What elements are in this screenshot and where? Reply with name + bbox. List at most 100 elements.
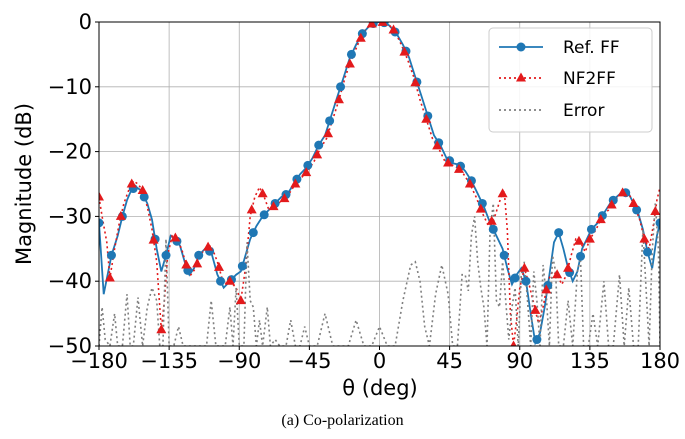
series-nf2ff-point bbox=[639, 233, 650, 243]
series-nf2ff-point bbox=[617, 187, 628, 197]
chart: −180 −135 −90 −45 0 45 90 135 180 0 −10 −20 −30 −40 −… bbox=[12, 10, 680, 400]
series-ref-ff-point bbox=[632, 205, 642, 215]
series-ref-ff-point bbox=[325, 116, 335, 126]
series-nf2ff-point bbox=[268, 201, 279, 211]
series-nf2ff-point bbox=[541, 284, 552, 294]
series-nf2ff-point bbox=[99, 191, 104, 201]
y-axis-label: Magnitude (dB) bbox=[12, 103, 36, 265]
series-nf2ff-point bbox=[443, 157, 454, 167]
series-nf2ff-point bbox=[399, 46, 410, 56]
marker-layer bbox=[99, 22, 660, 346]
legend-box bbox=[488, 27, 653, 133]
series-nf2ff-point bbox=[213, 261, 224, 271]
series-nf2ff-point bbox=[475, 203, 486, 213]
series-nf2ff-point bbox=[650, 206, 660, 216]
series-ref-ff-point bbox=[139, 192, 149, 202]
x-tick-label: −135 bbox=[140, 349, 198, 373]
series-ref-ff-point bbox=[237, 261, 247, 271]
series-ref-ff-point bbox=[499, 250, 509, 260]
x-tick-label: −45 bbox=[287, 349, 331, 373]
series-ref-ff-point bbox=[576, 251, 586, 261]
series-nf2ff-point bbox=[563, 262, 574, 272]
series-nf2ff-point bbox=[203, 241, 214, 251]
series-nf2ff-point bbox=[421, 113, 432, 123]
series-nf2ff-point bbox=[573, 235, 584, 245]
series-nf2ff-point bbox=[410, 77, 421, 87]
y-tick-label: 0 bbox=[79, 10, 92, 34]
series-nf2ff-point bbox=[595, 214, 606, 224]
series-nf2ff-point bbox=[104, 272, 115, 282]
series-ref-ff-point bbox=[554, 228, 564, 238]
series-nf2ff-point bbox=[126, 178, 137, 188]
series-nf2ff-point bbox=[301, 167, 312, 177]
series-nf2ff-point bbox=[432, 140, 443, 150]
series-nf2ff-point bbox=[224, 275, 235, 285]
series-ref-ff-point bbox=[99, 218, 104, 228]
series-nf2ff-point bbox=[257, 188, 268, 198]
x-axis-label: θ (deg) bbox=[342, 376, 418, 400]
legend-label-nf2ff: NF2FF bbox=[563, 69, 616, 89]
legend-marker-ref-ff bbox=[516, 42, 526, 52]
x-tick-label: 90 bbox=[506, 349, 533, 373]
series-ref-ff-point bbox=[510, 273, 520, 283]
series-nf2ff-point bbox=[333, 94, 344, 104]
series-nf2ff-point bbox=[464, 178, 475, 188]
x-axis: −180 −135 −90 −45 0 45 90 135 180 bbox=[70, 346, 680, 373]
series-nf2ff-point bbox=[453, 163, 464, 173]
y-tick-label: −50 bbox=[48, 334, 92, 358]
series-nf2ff-point bbox=[156, 324, 167, 334]
series-nf2ff-point bbox=[246, 204, 257, 214]
series-nf2ff-point bbox=[192, 258, 203, 268]
legend-entry-nf2ff: NF2FF bbox=[499, 69, 616, 89]
series-nf2ff-point bbox=[530, 304, 541, 314]
series-nf2ff-point bbox=[628, 197, 639, 207]
series-nf2ff-point bbox=[235, 295, 246, 305]
legend-entry-error: Error bbox=[499, 101, 604, 121]
series-nf2ff-point bbox=[366, 22, 377, 28]
series-nf2ff-point bbox=[377, 22, 388, 26]
series-ref-ff-point bbox=[259, 210, 269, 220]
series-nf2ff-point bbox=[606, 199, 617, 209]
y-axis: 0 −10 −20 −30 −40 −50 bbox=[48, 10, 99, 358]
x-tick-label: −180 bbox=[70, 349, 128, 373]
series-ref-ff-point bbox=[106, 250, 116, 260]
series-nf2ff-point bbox=[486, 215, 497, 225]
series-nf2ff-point bbox=[170, 232, 181, 242]
x-tick-label: 0 bbox=[373, 349, 386, 373]
series-nf2ff-point bbox=[519, 262, 530, 272]
legend-label-error: Error bbox=[563, 101, 604, 121]
x-tick-label: 135 bbox=[570, 349, 610, 373]
series-nf2ff-point bbox=[115, 210, 126, 220]
x-tick-label: −90 bbox=[217, 349, 261, 373]
series-nf2ff-point bbox=[312, 149, 323, 159]
series-ref-ff-point bbox=[336, 82, 346, 92]
y-tick-label: −10 bbox=[48, 75, 92, 99]
legend-entry-ref-ff: Ref. FF bbox=[499, 38, 620, 58]
y-tick-label: −20 bbox=[48, 140, 92, 164]
series-ref-ff-point bbox=[521, 276, 531, 286]
x-tick-label: 45 bbox=[436, 349, 463, 373]
series-ref-ff-point bbox=[655, 218, 660, 228]
series-ref-ff-point bbox=[303, 160, 313, 170]
y-tick-label: −30 bbox=[48, 204, 92, 228]
series-nf2ff-point bbox=[510, 340, 517, 346]
y-tick-label: −40 bbox=[48, 269, 92, 293]
series-ref-ff-point bbox=[346, 49, 356, 59]
series-ref-ff-point bbox=[161, 250, 171, 260]
series-nf2ff-point bbox=[584, 233, 595, 243]
series-ref-ff-point bbox=[216, 276, 226, 286]
series-ref-ff-point bbox=[532, 335, 542, 345]
legend-marker-nf2ff bbox=[516, 72, 526, 82]
series-nf2ff-point bbox=[148, 234, 159, 244]
figure-caption: (a) Co-polarization bbox=[281, 412, 404, 429]
x-tick-label: 180 bbox=[640, 349, 680, 373]
series-ref-ff-point bbox=[586, 224, 596, 234]
series-ref-ff-point bbox=[643, 247, 653, 257]
series-ref-ff-point bbox=[488, 224, 498, 234]
series-nf2ff-point bbox=[323, 128, 334, 138]
series-ref-ff-point bbox=[314, 140, 324, 150]
series-nf2ff-point bbox=[497, 188, 508, 198]
series-ref-ff-point bbox=[248, 228, 258, 238]
series-nf2ff-point bbox=[552, 269, 563, 279]
series-nf2ff-point bbox=[279, 193, 290, 203]
